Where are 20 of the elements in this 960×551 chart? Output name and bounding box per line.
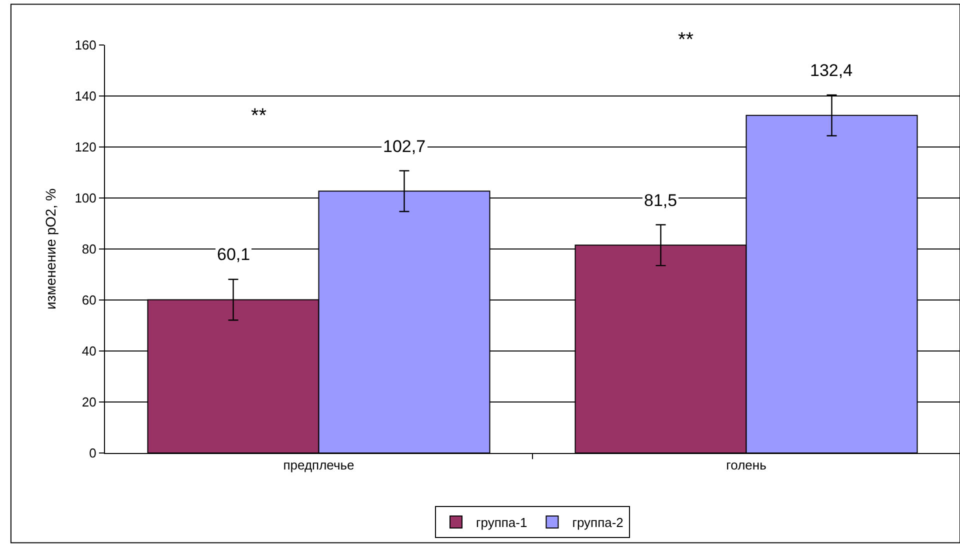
y-tick-label: 140 (74, 88, 96, 104)
y-tick-label: 80 (82, 242, 96, 257)
legend-label: группа-1 (476, 515, 528, 530)
y-tick-label: 60 (82, 292, 96, 308)
y-tick-label: 120 (74, 140, 96, 155)
data-label: 81,5 (644, 191, 678, 210)
annotation: ** (678, 29, 694, 51)
data-label: 132,4 (810, 61, 853, 80)
x-tick-label: голень (726, 458, 767, 473)
data-label: 102,7 (383, 137, 426, 156)
y-axis-title: изменение pO2, % (42, 188, 58, 310)
x-tick-label: предплечье (283, 458, 354, 473)
data-label: 60,1 (217, 245, 250, 264)
legend-label: группа-2 (572, 515, 624, 530)
y-tick-label: 160 (74, 38, 96, 53)
y-tick-label: 100 (74, 190, 96, 206)
annotation: ** (251, 105, 267, 127)
y-tick-label: 20 (82, 394, 96, 410)
y-tick-label: 40 (82, 344, 96, 359)
y-tick-label: 0 (89, 446, 96, 461)
